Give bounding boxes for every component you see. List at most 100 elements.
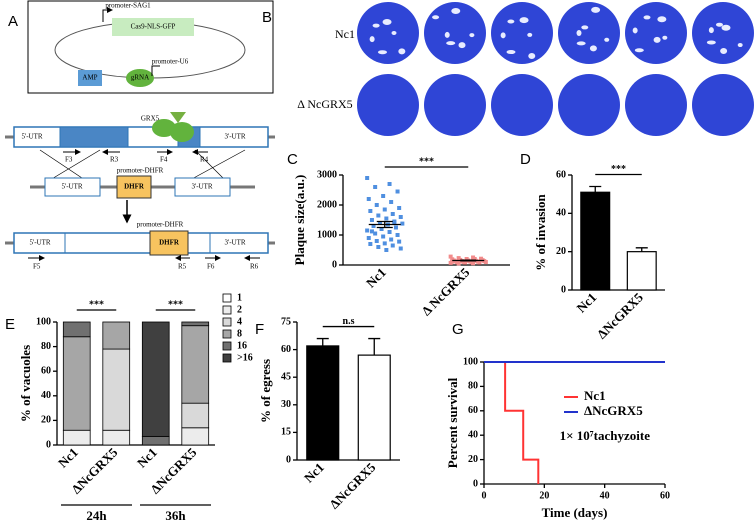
- error-bar: [368, 337, 381, 356]
- scatter-point: [368, 209, 373, 213]
- x-tick-label: 60: [660, 490, 670, 501]
- legend-swatch: [222, 329, 232, 339]
- plaque: [721, 24, 731, 31]
- panel-label: B: [262, 9, 272, 26]
- y-axis-label: Plaque size(a.u.): [292, 175, 307, 266]
- plaque: [715, 22, 723, 27]
- promoter-label: promoter-DHFR: [137, 221, 184, 229]
- scatter-point: [374, 239, 379, 243]
- bar-segment: [62, 429, 91, 446]
- plasmid-box: [27, 0, 274, 94]
- scatter-point: [389, 237, 394, 242]
- plaque: [708, 27, 714, 34]
- scatter-point: [448, 254, 453, 259]
- scatter-point: [387, 230, 392, 234]
- bar: [357, 354, 391, 461]
- primer-label: F3: [65, 156, 73, 164]
- y-tick-label: 60: [281, 344, 291, 355]
- plaque: [591, 6, 601, 13]
- y-tick-label: 15: [281, 427, 291, 438]
- y-tick-label: 2000: [317, 199, 337, 210]
- plate: [558, 2, 620, 64]
- y-tick-label: 0: [46, 439, 51, 450]
- panel-labels: A B C D E F G: [5, 9, 531, 338]
- scatter-point: [398, 215, 403, 219]
- scatter-point: [384, 248, 389, 252]
- plate: [491, 2, 553, 64]
- plaque: [581, 25, 589, 30]
- panel-label: C: [287, 151, 298, 168]
- x-tick-label: 40: [600, 490, 610, 501]
- panel-label: D: [520, 151, 531, 168]
- scatter-point: [369, 229, 374, 234]
- scatter-point: [393, 225, 398, 230]
- x-tick-label: ΔNcGRX5: [594, 289, 646, 341]
- promoter-arrow: [102, 7, 113, 22]
- utr-label: 3'-UTR: [224, 133, 245, 141]
- legend-label: 1: [237, 292, 242, 303]
- plaque: [737, 43, 743, 48]
- bar-segment: [62, 336, 91, 431]
- scatter-point: [374, 203, 379, 207]
- panel-label: F: [255, 321, 264, 338]
- utr-label: 5'-UTR: [61, 183, 82, 191]
- legend-label: 16: [237, 340, 247, 351]
- utr-box: [174, 177, 231, 197]
- y-tick-label: 45: [281, 371, 291, 382]
- scatter-point: [400, 221, 405, 226]
- scatter-point: [477, 260, 482, 265]
- plaque: [444, 31, 450, 38]
- plaque: [653, 36, 661, 43]
- panel-label: E: [5, 316, 15, 333]
- plaque: [589, 45, 597, 52]
- plaque: [576, 30, 582, 36]
- x-tick-label: Nc1: [55, 445, 81, 471]
- plaque: [657, 16, 667, 23]
- y-axis-label: % of vacuoles: [18, 345, 33, 422]
- plaque: [432, 15, 440, 20]
- y-tick-label: 40: [556, 208, 566, 219]
- y-tick-label: 0: [286, 454, 291, 465]
- x-tick-label: Nc1: [301, 460, 327, 486]
- plaque: [506, 50, 516, 55]
- panel-label: G: [452, 321, 464, 338]
- legend-label: ΔNcGRX5: [584, 403, 643, 418]
- utr-label: 3'-UTR: [224, 239, 245, 247]
- bar-segment: [102, 321, 131, 350]
- row-label: Nc1: [335, 27, 355, 41]
- y-tick-label: 60: [41, 365, 51, 376]
- scatter-point: [397, 206, 402, 210]
- plaque: [706, 40, 716, 45]
- x-tick-label: ΔNcGRX5: [326, 459, 378, 511]
- plaque-assay: Nc1 Δ NcGRX5: [297, 27, 355, 111]
- y-tick-label: 20: [556, 246, 566, 257]
- plate: [424, 74, 486, 136]
- legend-swatch: [222, 305, 232, 315]
- bar-segment: [102, 348, 131, 431]
- scatter-point: [369, 218, 374, 222]
- bar: [306, 345, 340, 461]
- utr-label: 3'-UTR: [191, 183, 212, 191]
- y-tick-label: 30: [281, 399, 291, 410]
- x-tick-label: 0: [482, 490, 487, 501]
- dhfr-label: DHFR: [124, 183, 145, 191]
- primer-label: F6: [207, 263, 215, 271]
- locus: 5'-UTR 3'-UTR GRX5 F3 R3 F4 R4: [5, 112, 275, 181]
- y-tick-label: 0: [332, 259, 337, 270]
- plaque: [469, 33, 475, 38]
- scatter-point: [377, 221, 382, 225]
- error-bar: [376, 220, 393, 229]
- scatter-point: [387, 182, 392, 186]
- legend-label: 8: [237, 328, 242, 339]
- y-tick-label: 40: [41, 390, 51, 401]
- y-tick-label: 75: [281, 316, 291, 327]
- utr-label: 5'-UTR: [29, 239, 50, 247]
- plaque: [398, 48, 406, 55]
- y-tick-label: 3000: [317, 169, 337, 180]
- promoter-label: promoter-U6: [152, 58, 189, 66]
- plaque: [519, 17, 529, 24]
- amp-label: AMP: [82, 74, 97, 82]
- bar-segment: [141, 321, 170, 437]
- plaque: [632, 27, 638, 34]
